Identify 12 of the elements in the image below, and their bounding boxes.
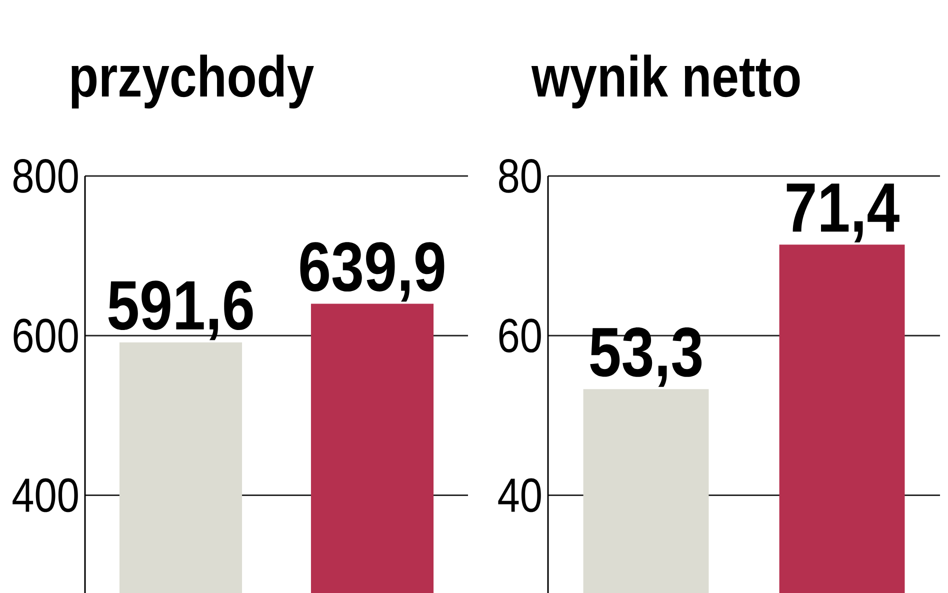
data-label: 71,4 [786,184,900,242]
chart-title: przychody [72,54,314,108]
chart-title: wynik netto [531,54,800,108]
y-tick-label: 60 [499,318,541,353]
data-label: 639,9 [300,242,444,302]
data-label: 591,6 [108,280,253,340]
y-tick-label: 80 [499,159,541,193]
data-label: 53,3 [590,327,702,387]
y-tick-label: 600 [14,318,78,353]
y-tick-label: 400 [12,478,78,512]
y-tick-label: 800 [13,159,78,193]
y-tick-label: 40 [498,478,541,512]
